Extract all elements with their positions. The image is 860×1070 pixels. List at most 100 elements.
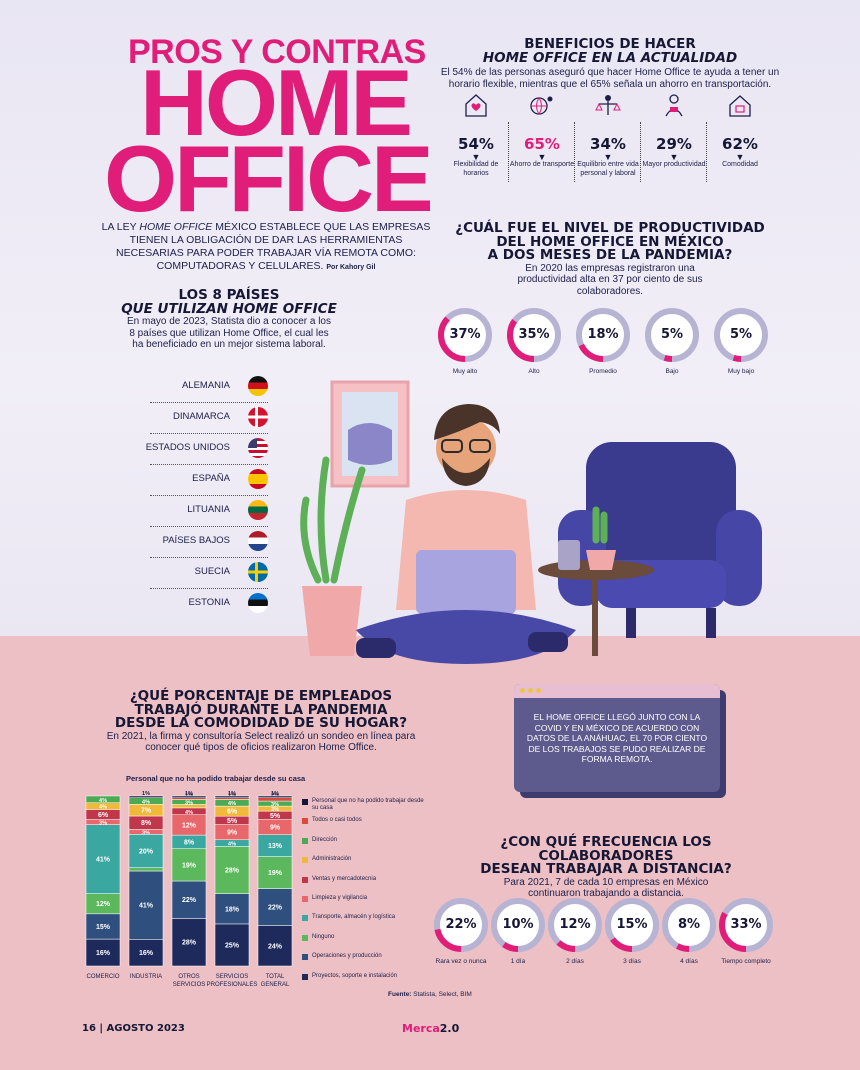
chart-bar-segment <box>257 888 293 926</box>
info-window: EL HOME OFFICE LLEGÓ JUNTO CON LA COVID … <box>514 684 720 792</box>
chart-category-label: PROFESIONALES <box>207 982 258 988</box>
gauge-label: 1 día <box>510 958 526 965</box>
title-line-2: HOME <box>140 50 413 155</box>
chart-bar-segment <box>128 870 164 940</box>
chart-data-label: 15% <box>96 924 111 931</box>
chart-bar-segment <box>85 824 121 894</box>
chart-data-label: 3% <box>99 821 107 827</box>
chart-data-label: 5% <box>227 818 238 825</box>
source-note: Fuente: Statista, Select, BIM <box>388 991 472 998</box>
productivity-title-2: DEL HOME OFFICE EN MÉXICO <box>496 233 724 250</box>
chart-bar-segment <box>171 795 207 798</box>
chart-data-label: 5% <box>270 813 281 820</box>
intro-text-a: LA LEY <box>101 221 140 233</box>
benefits-title-1: BENEFICIOS DE HACER <box>524 36 696 52</box>
benefit-percent: 62% <box>722 135 758 153</box>
benefit-label: Equilibrio entre vida personal y laboral <box>577 161 639 177</box>
home-office-illustration <box>300 380 762 664</box>
chart-data-label: 8% <box>184 839 195 846</box>
gauge-arc <box>434 898 488 952</box>
productivity-description: En 2020 las empresas registraron una pro… <box>517 262 703 297</box>
chart-data-label: 3% <box>271 807 279 813</box>
chart-data-label: 7% <box>141 808 152 815</box>
chart-data-label: 41% <box>96 857 111 864</box>
gauge-value: 5% <box>729 327 753 342</box>
benefit-item: 65% ▼ Ahorro de transporte <box>509 92 575 184</box>
info-window-text: EL HOME OFFICE LLEGÓ JUNTO CON LA COVID … <box>526 712 708 764</box>
employees-description: En 2021, la firma y consultoría Select r… <box>106 730 416 754</box>
chart-data-label: 16% <box>96 950 111 957</box>
gauge-value: 37% <box>449 327 481 342</box>
country-name: PAÍSES BAJOS <box>162 535 230 546</box>
window-dot-icon <box>528 688 533 693</box>
gauge-arc <box>645 308 699 362</box>
gauge-arc <box>605 898 659 952</box>
chart-data-label: 28% <box>225 868 240 875</box>
germany-flag-icon <box>248 376 268 396</box>
title-line-3: OFFICE <box>104 126 434 231</box>
chart-bar-segment <box>128 834 164 868</box>
benefit-label: Mayor productividad <box>642 161 706 168</box>
chart-title: Personal que no ha podido trabajar desde… <box>126 774 306 783</box>
gauge-label: Promedio <box>589 368 617 375</box>
chart-data-label: 3% <box>142 830 150 836</box>
country-row: ESTONIA <box>150 589 268 619</box>
chart-data-label: 1% <box>185 793 193 799</box>
gauge-arc <box>576 308 630 362</box>
chart-bar-segment <box>171 880 207 919</box>
gauge-label: Alto <box>528 368 540 375</box>
page-footer: 16 | AGOSTO 2023 <box>82 1023 185 1034</box>
gauge-arc <box>548 898 602 952</box>
gauge-arc <box>714 308 768 362</box>
divider <box>706 122 707 182</box>
chart-bar-segment <box>257 795 293 798</box>
productivity-section: ¿CUÁL FUE EL NIVEL DE PRODUCTIVIDAD DEL … <box>440 221 780 297</box>
gauge-ring <box>491 898 545 952</box>
window-titlebar <box>514 684 720 698</box>
chart-data-label: 19% <box>182 862 197 869</box>
gauge-label: 3 días <box>623 958 641 965</box>
chart-data-label: 3% <box>185 800 193 806</box>
chart-data-label: 22% <box>182 897 197 904</box>
country-name: ESTONIA <box>188 597 230 608</box>
benefit-item: 62% ▼ Comodidad <box>707 92 773 184</box>
employees-title-2: TRABAJÓ DURANTE LA PANDEMIA <box>134 701 388 718</box>
country-row: ESTADOS UNIDOS <box>146 434 268 465</box>
gauge-value: 33% <box>730 917 762 932</box>
chart-data-label: 9% <box>227 830 238 837</box>
employees-section: ¿QUÉ PORCENTAJE DE EMPLEADOS TRABAJÓ DUR… <box>96 689 426 754</box>
chart-bar-segment <box>171 848 207 882</box>
chart-data-label: 8% <box>141 820 152 827</box>
gauge-ring <box>438 308 492 362</box>
chart-bar-segment <box>128 795 164 798</box>
productivity-rings: 37% Muy alto 35% Alto 18% Promedio 5% Bajo 5% Muy… <box>436 306 776 386</box>
stacked-bar-chart: 16%15%12%41%3%6%4%4%COMERCIO16%41%2%20%3… <box>85 791 293 988</box>
chevron-down-icon: ▼ <box>471 152 481 162</box>
employees-title-3: DESDE LA COMODIDAD DE SU HOGAR? <box>114 715 408 731</box>
title-line-1: PROS Y CONTRAS <box>128 33 426 71</box>
gauge-arc <box>719 898 773 952</box>
frequency-title-1: ¿CON QUÉ FRECUENCIA LOS COLABORADORES <box>500 834 712 864</box>
chevron-down-icon: ▼ <box>735 152 745 162</box>
gauge-ring <box>434 898 488 952</box>
gauge-label: 2 días <box>566 958 584 965</box>
country-row: ALEMANIA <box>150 372 268 403</box>
benefit-percent: 29% <box>656 135 692 153</box>
gauge-ring <box>645 308 699 362</box>
country-name: DINAMARCA <box>172 411 230 422</box>
house-heart-icon <box>465 94 487 117</box>
usa-flag-icon <box>248 438 268 458</box>
benefits-title-2: HOME OFFICE EN LA ACTUALIDAD <box>482 49 738 66</box>
gauge-value: 5% <box>660 327 684 342</box>
lithuania-flag-icon <box>248 500 268 520</box>
chart-data-label: 2% <box>271 793 279 799</box>
chart-category-label: GENERAL <box>261 982 290 988</box>
chart-bar-segment <box>214 893 250 925</box>
chevron-down-icon: ▼ <box>603 152 613 162</box>
country-name: ALEMANIA <box>181 380 230 391</box>
country-row: LITUANIA <box>150 496 268 527</box>
benefit-percent: 34% <box>590 135 626 153</box>
intro-emphasis: HOME OFFICE <box>139 221 213 233</box>
gauge-ring <box>714 308 768 362</box>
chart-bar-segment <box>257 856 293 889</box>
